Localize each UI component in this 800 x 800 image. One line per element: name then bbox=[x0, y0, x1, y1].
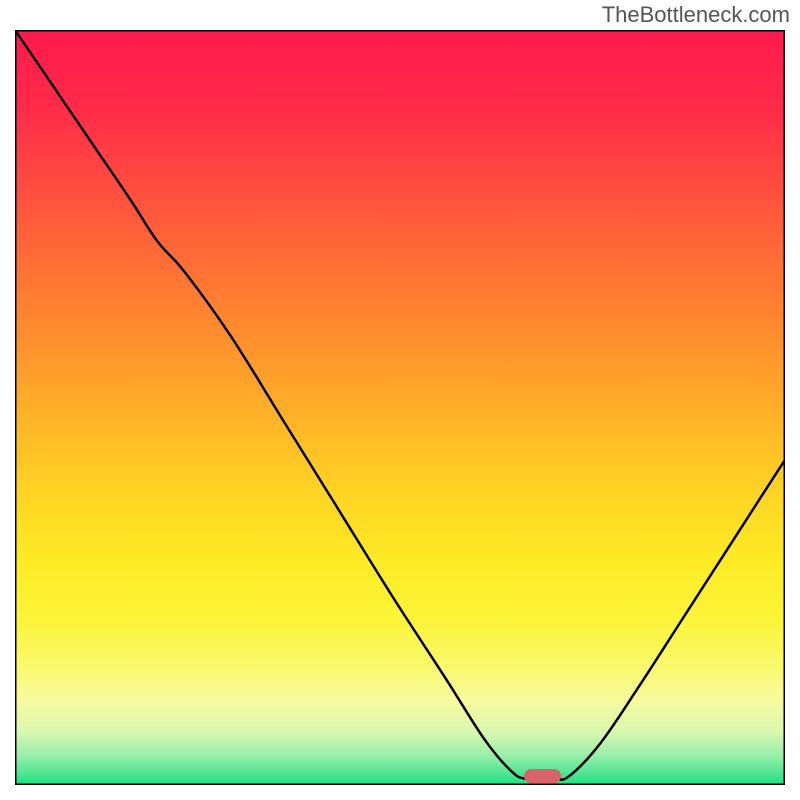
curve-path bbox=[15, 30, 785, 780]
bottleneck-curve bbox=[15, 30, 785, 785]
watermark-text: TheBottleneck.com bbox=[602, 2, 790, 28]
bottleneck-chart bbox=[15, 30, 785, 785]
optimal-marker bbox=[524, 769, 561, 783]
